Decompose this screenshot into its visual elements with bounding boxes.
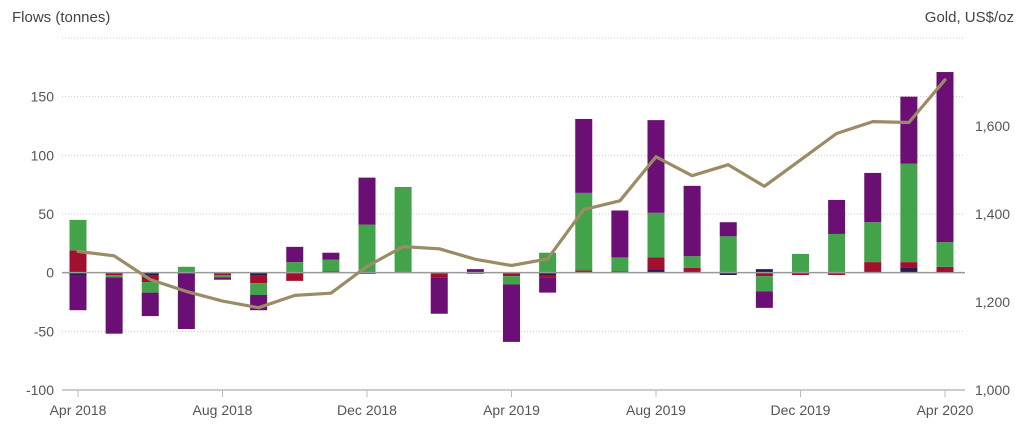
y2-tick-label: 1,600 xyxy=(975,118,1010,134)
bar-segment xyxy=(539,252,557,273)
bar-segment xyxy=(719,222,737,237)
bar-layer xyxy=(69,72,954,342)
bar-segment xyxy=(503,276,520,285)
bar-segment xyxy=(575,192,593,271)
bar-segment xyxy=(719,272,737,276)
bar-segment xyxy=(900,267,918,273)
bar-segment xyxy=(647,257,665,270)
x-tick-label: Dec 2018 xyxy=(337,402,397,418)
bar-segment xyxy=(828,273,846,276)
bar-segment xyxy=(177,272,195,329)
bar-segment xyxy=(936,242,954,267)
bar-segment xyxy=(358,224,376,273)
bar-segment xyxy=(647,120,665,213)
bar-segment xyxy=(286,272,304,281)
bar-segment xyxy=(936,72,954,243)
bar-segment xyxy=(503,273,520,277)
bar-segment xyxy=(105,277,123,334)
x-tick-label: Apr 2020 xyxy=(917,402,974,418)
x-tick-label: Apr 2018 xyxy=(50,402,107,418)
y-tick-label: -50 xyxy=(34,323,54,339)
y-tick-label: 0 xyxy=(46,265,54,281)
bar-segment xyxy=(647,269,665,273)
bar-segment xyxy=(539,275,557,278)
bar-segment xyxy=(936,266,954,272)
bar-segment xyxy=(683,267,701,273)
bar-segment xyxy=(900,262,918,268)
bar-segment xyxy=(755,276,773,292)
bar-segment xyxy=(792,253,809,273)
bar-segment xyxy=(69,275,87,311)
bar-segment xyxy=(358,177,376,225)
bar-segment xyxy=(755,291,773,308)
bar-segment xyxy=(105,272,123,276)
bar-segment xyxy=(214,273,231,276)
left-axis-title: Flows (tonnes) xyxy=(12,9,110,26)
bar-segment xyxy=(69,272,87,276)
bar-segment xyxy=(214,275,231,278)
axes: -100 -50 0 50 100 150 1,000 1,200 1,400 1,600 Apr … xyxy=(26,89,1010,418)
right-axis-title: Gold, US$/oz xyxy=(925,9,1014,26)
bar-segment xyxy=(611,210,629,258)
bar-segment xyxy=(286,262,304,273)
bar-segment xyxy=(322,259,340,272)
gold-price-line-layer xyxy=(76,78,947,310)
bar-segment xyxy=(828,199,846,234)
bar-segment xyxy=(864,262,882,273)
bar-segment xyxy=(466,269,484,273)
bar-segment xyxy=(394,187,412,273)
x-tick-label: Aug 2019 xyxy=(626,402,686,418)
bar-segment xyxy=(105,275,123,278)
y2-tick-label: 1,200 xyxy=(975,294,1010,310)
bar-segment xyxy=(69,250,87,273)
bar-segment xyxy=(430,273,448,278)
bar-segment xyxy=(503,284,520,342)
gold-price-line xyxy=(76,78,947,310)
bar-segment xyxy=(864,172,882,223)
bar-segment xyxy=(683,185,701,257)
bar-segment xyxy=(141,292,159,317)
bar-segment xyxy=(141,272,159,276)
bar-segment xyxy=(611,257,629,272)
bar-segment xyxy=(900,96,918,164)
bar-segment xyxy=(719,236,737,273)
bar-segment xyxy=(575,118,593,193)
bar-segment xyxy=(755,269,773,273)
bar-segment xyxy=(683,256,701,268)
y-tick-label: -100 xyxy=(26,382,54,398)
bar-segment xyxy=(286,246,304,263)
y-tick-label: 150 xyxy=(31,89,55,105)
bar-segment xyxy=(755,272,773,277)
y2-tick-label: 1,400 xyxy=(975,206,1010,222)
y-tick-label: 50 xyxy=(38,206,54,222)
bar-segment xyxy=(792,272,809,276)
bar-segment xyxy=(828,233,846,273)
x-tick-label: Apr 2019 xyxy=(483,402,540,418)
bar-segment xyxy=(322,252,340,260)
bar-segment xyxy=(900,163,918,263)
y2-tick-label: 1,000 xyxy=(975,382,1010,398)
grid-lines xyxy=(62,37,965,332)
bar-segment xyxy=(575,270,593,273)
bar-segment xyxy=(647,212,665,258)
bar-segment xyxy=(69,219,87,251)
bar-segment xyxy=(539,277,557,293)
bar-segment xyxy=(864,222,882,263)
bar-segment xyxy=(539,272,557,276)
bar-segment xyxy=(250,275,268,284)
bar-segment xyxy=(250,283,268,295)
bar-segment xyxy=(177,266,195,273)
bar-segment xyxy=(214,277,231,280)
x-tick-label: Dec 2019 xyxy=(771,402,831,418)
bar-segment xyxy=(250,272,268,276)
y-tick-label: 100 xyxy=(31,147,55,163)
bar-segment xyxy=(141,282,159,293)
bar-segment xyxy=(430,277,448,314)
x-tick-label: Aug 2018 xyxy=(193,402,253,418)
